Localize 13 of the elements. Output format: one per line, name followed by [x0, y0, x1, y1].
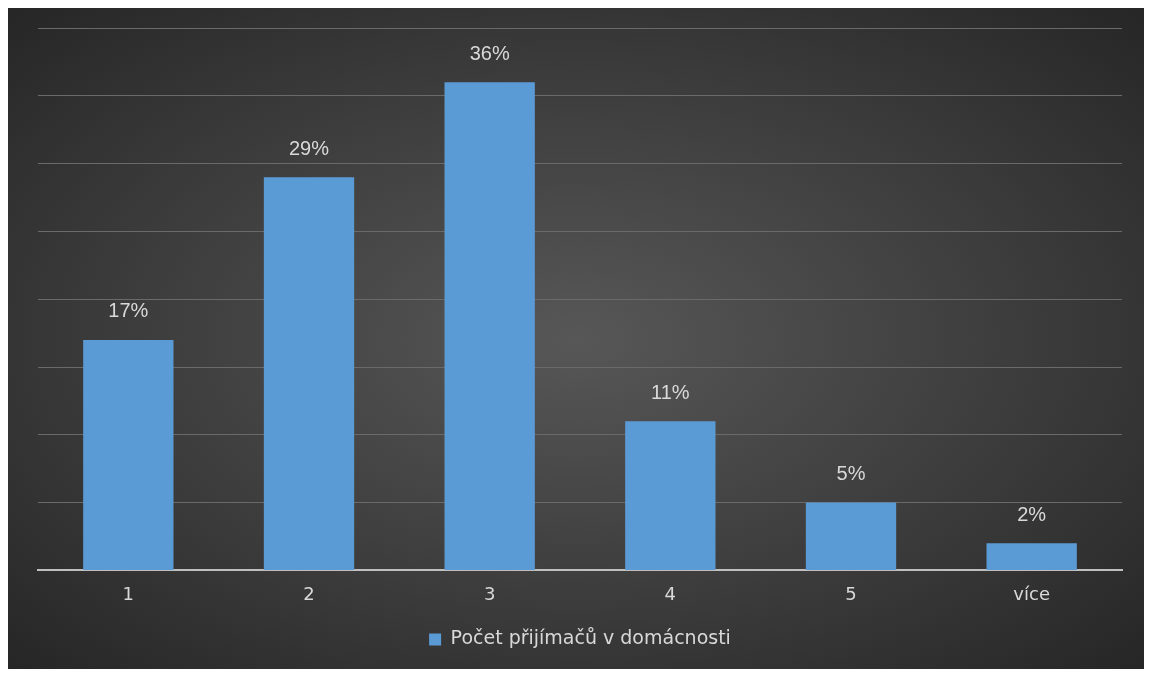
x-tick-label: 2 — [303, 582, 315, 604]
data-label: 36% — [469, 41, 510, 64]
data-label: 29% — [288, 136, 330, 159]
x-tick-label: 4 — [664, 582, 677, 604]
data-label: 2% — [1017, 502, 1047, 525]
data-label: 5% — [836, 462, 866, 485]
x-tick-label: 1 — [122, 582, 135, 604]
data-label: 11% — [651, 380, 690, 403]
x-tick-label: více — [1013, 582, 1050, 604]
legend-label: Počet přijímačů v domácnosti — [450, 626, 731, 649]
data-label: 17% — [108, 299, 149, 322]
x-tick-label: 5 — [845, 582, 857, 604]
x-tick-label: 3 — [483, 582, 496, 604]
